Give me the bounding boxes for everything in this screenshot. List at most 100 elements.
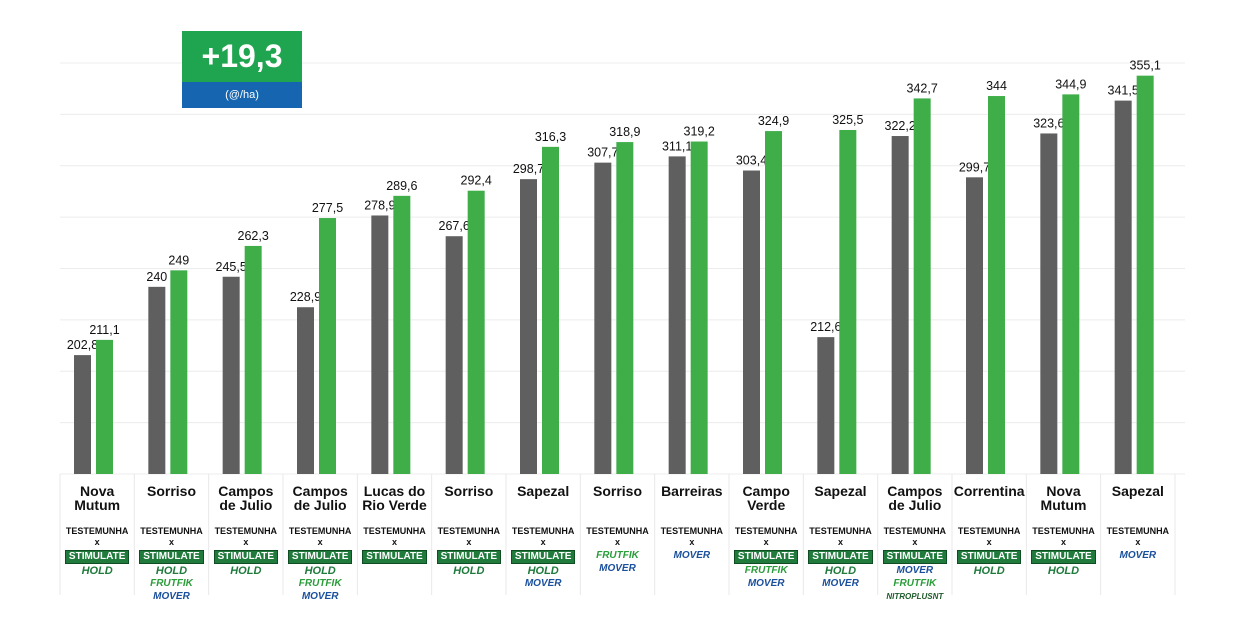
product-logo: STIMULATE bbox=[362, 550, 427, 564]
product-logo: MOVER bbox=[673, 550, 711, 561]
bar bbox=[371, 215, 389, 474]
value-label: 298,7 bbox=[513, 162, 544, 176]
value-label: 267,6 bbox=[439, 219, 470, 233]
bar bbox=[520, 179, 537, 474]
value-label: 228,9 bbox=[290, 290, 321, 304]
comparison-label: TESTEMUNHA bbox=[363, 526, 426, 536]
bar bbox=[542, 146, 559, 475]
category-label: Sorriso bbox=[444, 483, 494, 499]
value-label: 292,4 bbox=[461, 174, 492, 188]
product-logo: STIMULATE bbox=[882, 550, 948, 564]
value-label: 316,3 bbox=[535, 130, 566, 144]
bar bbox=[988, 96, 1005, 474]
versus-label: x bbox=[168, 537, 174, 547]
comparison-label: TESTEMUNHA bbox=[1106, 526, 1170, 536]
bar bbox=[170, 270, 188, 474]
category-label: Lucas do Rio Verde bbox=[362, 483, 427, 513]
bar bbox=[668, 156, 686, 475]
comparison-label: TESTEMUNHA bbox=[140, 526, 203, 536]
value-label: 299,7 bbox=[959, 160, 990, 174]
category-label: Nova Mutum bbox=[74, 483, 121, 513]
value-label: 211,1 bbox=[89, 323, 119, 337]
value-label: 311,1 bbox=[662, 139, 692, 153]
product-logo: HOLD bbox=[230, 565, 262, 577]
product-logos: STIMULATE HOLD bbox=[60, 550, 134, 577]
value-label: 307,7 bbox=[587, 146, 618, 160]
versus-label: x bbox=[94, 537, 100, 547]
comparison-label: TESTEMUNHA bbox=[511, 526, 575, 536]
value-label: 319,2 bbox=[684, 125, 715, 139]
versus-label: x bbox=[243, 537, 249, 547]
product-logo: FRUTFIK bbox=[744, 565, 788, 576]
bar bbox=[891, 136, 909, 475]
bar bbox=[244, 245, 262, 474]
category-label: Sorriso bbox=[146, 483, 196, 499]
product-logo: MOVER bbox=[1119, 550, 1157, 561]
product-logos: STIMULATE HOLD MOVER bbox=[803, 550, 877, 590]
product-logo: MOVER bbox=[747, 578, 785, 589]
product-logo: STIMULATE bbox=[213, 550, 279, 564]
product-logo: STIMULATE bbox=[733, 550, 799, 564]
product-logos: STIMULATE HOLD bbox=[209, 550, 283, 577]
versus-label: x bbox=[986, 537, 992, 547]
product-logo: HOLD bbox=[453, 565, 485, 577]
value-label: 325,5 bbox=[832, 113, 863, 127]
bar bbox=[1040, 133, 1058, 474]
value-label: 240 bbox=[146, 270, 167, 284]
value-label: 355,1 bbox=[1130, 59, 1161, 73]
bar bbox=[393, 195, 411, 474]
value-label: 303,4 bbox=[736, 154, 767, 168]
comparison-label: TESTEMUNHA bbox=[883, 526, 947, 536]
product-logos: STIMULATE bbox=[357, 550, 431, 564]
category-label: Sorriso bbox=[592, 483, 642, 499]
versus-label: x bbox=[391, 537, 397, 547]
category-label: Correntina bbox=[953, 483, 1025, 499]
comparison-label: TESTEMUNHA bbox=[65, 526, 129, 536]
product-logos: STIMULATE HOLD bbox=[1026, 550, 1100, 577]
product-logo: NITROPLUSNT bbox=[886, 592, 944, 601]
product-logos: STIMULATE HOLD MOVER bbox=[506, 550, 580, 590]
value-label: 318,9 bbox=[609, 125, 640, 139]
comparison-label: TESTEMUNHA bbox=[957, 526, 1021, 536]
bar bbox=[467, 190, 485, 475]
value-label: 344 bbox=[986, 79, 1007, 93]
category-label: Campo Verde bbox=[742, 483, 790, 513]
product-logo: HOLD bbox=[81, 565, 113, 577]
bar bbox=[222, 276, 240, 474]
bar bbox=[148, 286, 166, 474]
value-label: 278,9 bbox=[364, 198, 395, 212]
comparison-label: TESTEMUNHA bbox=[437, 526, 501, 536]
category-label: Campos de Julio bbox=[218, 483, 274, 513]
category-label: Sapezal bbox=[814, 483, 867, 499]
product-logos: STIMULATE HOLD bbox=[432, 550, 506, 577]
comparison-label: TESTEMUNHA bbox=[214, 526, 278, 536]
category-label: Campos de Julio bbox=[887, 483, 943, 513]
value-label: 322,2 bbox=[885, 119, 916, 133]
product-logos: FRUTFIK MOVER bbox=[580, 550, 654, 575]
product-logo: MOVER bbox=[822, 578, 859, 589]
product-logo: STIMULATE bbox=[1031, 550, 1096, 564]
category-label: Nova Mutum bbox=[1040, 483, 1087, 513]
product-logo: STIMULATE bbox=[956, 550, 1022, 564]
bar bbox=[1114, 100, 1132, 475]
product-logo: HOLD bbox=[155, 565, 188, 577]
product-logo: HOLD bbox=[1047, 565, 1080, 577]
product-logos: STIMULATE MOVER FRUTFIK NITROPLUSNT bbox=[878, 550, 952, 603]
product-logo: MOVER bbox=[301, 591, 339, 602]
comparison-label: TESTEMUNHA bbox=[586, 526, 649, 536]
bar bbox=[1136, 75, 1154, 474]
bar bbox=[1062, 94, 1080, 474]
callout-value: +19,3 bbox=[182, 31, 302, 82]
category-label: Sapezal bbox=[1111, 483, 1164, 499]
value-label: 324,9 bbox=[758, 114, 789, 128]
comparison-label: TESTEMUNHA bbox=[734, 526, 798, 536]
bar bbox=[96, 339, 113, 474]
bar bbox=[966, 177, 983, 474]
value-label: 289,6 bbox=[386, 179, 417, 193]
versus-label: x bbox=[1060, 537, 1066, 547]
value-label: 344,9 bbox=[1055, 77, 1086, 91]
category-label: Campos de Julio bbox=[292, 483, 348, 513]
category-label: Sapezal bbox=[517, 483, 570, 499]
product-logo: STIMULATE bbox=[436, 550, 502, 564]
